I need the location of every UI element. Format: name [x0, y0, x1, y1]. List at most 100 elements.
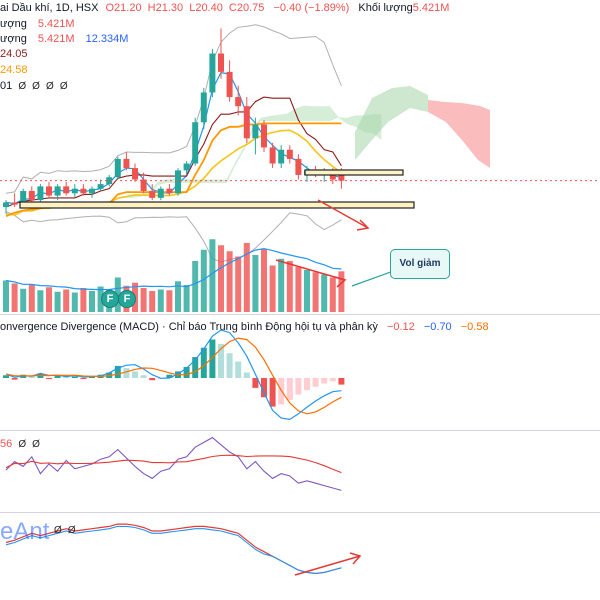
- volume-bar: [71, 292, 78, 312]
- volume-bar: [235, 256, 242, 312]
- volume-bar: [321, 274, 328, 312]
- volume-bar: [192, 261, 199, 312]
- macd-histogram-bar: [226, 353, 233, 378]
- candle-body: [106, 177, 113, 185]
- hidden-value-circle[interactable]: Ø: [67, 525, 76, 536]
- macd-histogram-value: −0.12: [386, 321, 415, 333]
- macd-histogram-bar: [192, 357, 199, 378]
- ma-darkred-line: [5, 96, 342, 208]
- macd-histogram-bar: [286, 378, 293, 400]
- macd-histogram-bar: [209, 339, 216, 378]
- volume-bar: [46, 287, 52, 312]
- candle-body: [261, 124, 267, 148]
- ohlc-high: H21.30: [147, 2, 184, 14]
- osc-blue-line: [5, 525, 342, 575]
- macd-histogram-bar: [200, 347, 207, 378]
- candle-body: [140, 179, 147, 191]
- volume-bar: [97, 286, 104, 312]
- hidden-value-circle[interactable]: Ø: [54, 525, 62, 536]
- event-badge[interactable]: F: [118, 290, 136, 308]
- macd-panel: [3, 329, 345, 421]
- macd-histogram-bar: [54, 375, 61, 378]
- candle-body: [123, 158, 130, 169]
- candle-body: [278, 149, 285, 164]
- candle-body: [89, 188, 95, 194]
- hidden-value-circle[interactable]: Ø: [32, 439, 40, 450]
- legend-row-label: ượng: [0, 18, 27, 30]
- macd-histogram-bar: [3, 375, 9, 378]
- rsi-line: [5, 436, 342, 491]
- macd-histogram-bar: [11, 378, 18, 380]
- volume-bar: [37, 290, 44, 312]
- candle-body: [329, 172, 336, 180]
- resistance-zone-box: [304, 169, 404, 176]
- macd-histogram-bar: [149, 378, 156, 381]
- macd-histogram-bar: [183, 367, 190, 378]
- ohlc-low: L20.40: [189, 2, 223, 14]
- candle-body: [28, 190, 35, 201]
- ohlc-close: C20.75: [228, 2, 265, 14]
- ichimoku-cloud: [46, 86, 490, 207]
- osc-trend-arrow: [294, 555, 361, 576]
- volume-bar: [338, 271, 345, 312]
- candle-body: [200, 92, 207, 123]
- candle-body: [80, 188, 87, 194]
- volume-bar: [252, 255, 259, 312]
- volume-bar: [243, 243, 250, 312]
- volume-bar: [329, 277, 336, 312]
- volume-bar: [89, 291, 95, 312]
- candle-body: [252, 124, 259, 139]
- legend-row-5: 01 Ø Ø Ø Ø: [0, 80, 68, 92]
- candle-body: [286, 149, 293, 159]
- volume-bar: [80, 288, 87, 312]
- symbol-title: ai Dầu khí, 1D, HSX: [0, 2, 99, 14]
- legend-row-label: ượng: [0, 33, 27, 45]
- macd-histogram-bar: [123, 368, 130, 378]
- volume-bar: [11, 283, 18, 312]
- volume-bar: [286, 261, 293, 312]
- pane-separator-rsi[interactable]: [0, 430, 600, 431]
- rsi-panel: [5, 436, 342, 491]
- volume-bar: [269, 265, 276, 312]
- drawing-annotations: [0, 169, 600, 231]
- macd-histogram-bar: [312, 378, 319, 387]
- price-trend-arrowhead: [356, 219, 370, 231]
- candle-body: [37, 186, 44, 201]
- ma-fast-line: [5, 71, 342, 205]
- pane-separator-osc[interactable]: [0, 512, 600, 513]
- hidden-value-circle[interactable]: Ø: [59, 81, 68, 92]
- hidden-value-circle[interactable]: Ø: [18, 81, 27, 92]
- lower-band-line: [5, 211, 342, 263]
- volume-bar: [63, 289, 70, 312]
- macd-histogram-bar: [269, 378, 276, 407]
- volume-callout[interactable]: Vol giảm: [390, 249, 450, 279]
- legend-row-value2: 12.334M: [85, 33, 129, 45]
- legend-row-value: 01: [0, 80, 13, 92]
- candle-body: [132, 168, 138, 180]
- candle-body: [20, 190, 27, 205]
- volume-bar: [28, 285, 35, 312]
- macd-title: onvergence Divergence (MACD) · Chỉ báo T…: [0, 321, 378, 333]
- macd-histogram-bar: [321, 378, 328, 384]
- hidden-value-circle[interactable]: Ø: [32, 81, 40, 92]
- legend-row-value: 5.421M: [37, 18, 75, 30]
- osc-legend: Ø Ø: [4, 524, 76, 536]
- volume-bar: [278, 258, 285, 312]
- volume-bar: [140, 288, 147, 312]
- macd-histogram-bar: [140, 375, 147, 378]
- candle-body: [243, 106, 250, 139]
- candle-body: [269, 147, 276, 164]
- hidden-value-circle[interactable]: Ø: [18, 439, 27, 450]
- candle-body: [295, 158, 302, 175]
- candle-body: [183, 163, 190, 171]
- pane-separator-macd[interactable]: [0, 314, 600, 315]
- macd-histogram-bar: [329, 378, 336, 382]
- volume-bar: [218, 245, 224, 312]
- macd-histogram-bar: [63, 376, 70, 378]
- event-badge[interactable]: F: [101, 290, 119, 308]
- price-trend-arrow: [317, 199, 369, 229]
- rsi-ma-line: [5, 454, 342, 474]
- hidden-value-circle[interactable]: Ø: [46, 81, 54, 92]
- price-candles: [3, 28, 345, 214]
